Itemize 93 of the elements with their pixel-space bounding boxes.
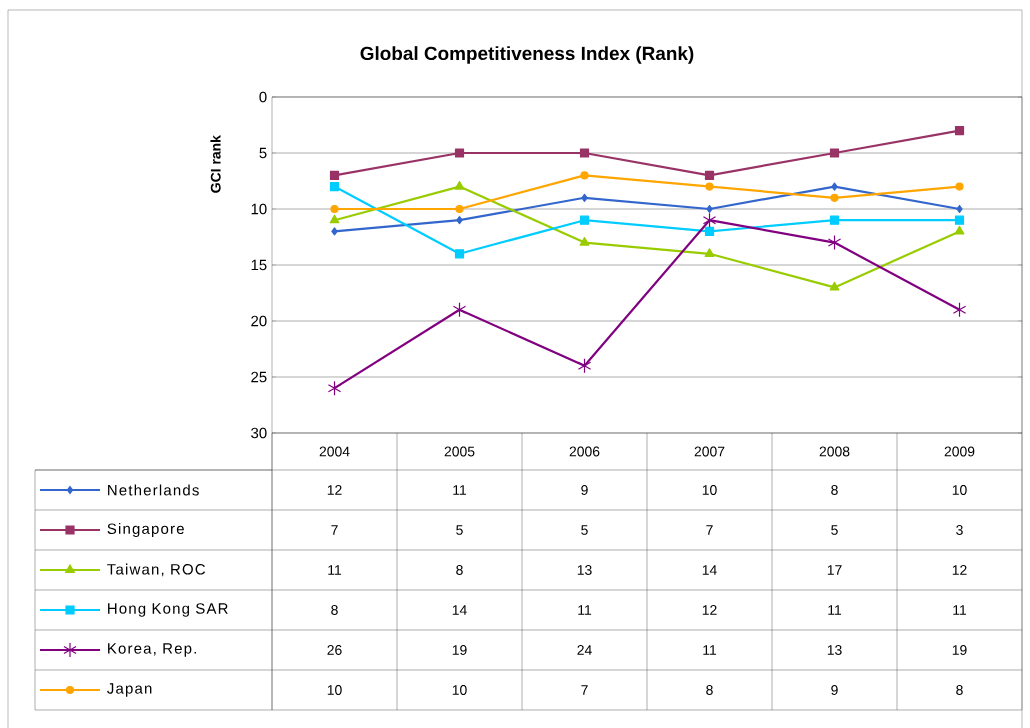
point xyxy=(702,212,717,228)
chart-title: Global Competitiveness Index (Rank) xyxy=(360,46,694,64)
x-tick-label: 2006 xyxy=(569,446,600,457)
point xyxy=(954,225,965,235)
x-tick-label: 2007 xyxy=(694,446,725,457)
data-label: 10 xyxy=(952,484,967,495)
point xyxy=(704,226,715,236)
point xyxy=(956,204,963,213)
data-label: 10 xyxy=(702,484,717,495)
point xyxy=(329,214,340,224)
data-label: 8 xyxy=(456,564,463,575)
data-label: 8 xyxy=(706,684,713,695)
data-label: 26 xyxy=(327,644,342,655)
legend-label: Singapore xyxy=(107,522,184,537)
y-tick-label: 0 xyxy=(259,91,267,103)
legend-label: Netherlands xyxy=(108,484,199,496)
data-label: 9 xyxy=(831,684,838,695)
y-tick-label: 5 xyxy=(259,147,267,159)
data-label: 10 xyxy=(452,684,467,695)
point xyxy=(829,281,840,291)
y-axis-title: GCI rank xyxy=(210,135,221,193)
data-label: 10 xyxy=(327,684,342,695)
legend-label: Hong Kong SAR xyxy=(108,603,228,617)
point xyxy=(831,182,838,191)
point xyxy=(954,125,965,136)
data-label: 7 xyxy=(331,525,338,535)
data-label: 11 xyxy=(578,605,592,615)
data-label: 9 xyxy=(581,484,588,495)
data-label: 12 xyxy=(327,485,342,495)
x-tick-label: 2004 xyxy=(319,446,350,457)
point xyxy=(827,234,842,251)
point xyxy=(452,302,467,318)
y-tick-label: 15 xyxy=(251,259,267,271)
x-tick-label: 2009 xyxy=(944,446,975,457)
data-label: 11 xyxy=(453,485,467,495)
point xyxy=(704,170,715,180)
point xyxy=(706,204,713,213)
point xyxy=(579,215,590,225)
point xyxy=(327,380,342,396)
data-label: 19 xyxy=(452,644,467,655)
data-label: 13 xyxy=(577,564,592,575)
x-tick-label: 2005 xyxy=(444,446,475,457)
point xyxy=(454,249,465,259)
data-label: 13 xyxy=(827,644,842,655)
data-label: 11 xyxy=(828,605,842,615)
point xyxy=(705,182,714,191)
data-label: 5 xyxy=(456,525,463,535)
point xyxy=(579,148,590,158)
data-label: 8 xyxy=(956,684,963,695)
data-label: 12 xyxy=(702,605,717,615)
data-label: 24 xyxy=(577,645,592,655)
legend-label: Taiwan, ROC xyxy=(107,563,206,577)
data-label: 5 xyxy=(831,525,838,535)
data-label: 5 xyxy=(581,525,588,535)
point xyxy=(581,193,588,202)
data-label: 8 xyxy=(331,604,338,615)
point xyxy=(829,148,840,158)
y-tick-label: 10 xyxy=(251,203,267,215)
y-tick-label: 20 xyxy=(251,315,267,327)
data-label: 3 xyxy=(956,524,963,535)
point xyxy=(955,182,964,191)
data-label: 19 xyxy=(952,644,967,655)
point xyxy=(455,204,464,213)
data-label: 11 xyxy=(328,565,342,575)
data-label: 11 xyxy=(953,605,967,615)
legend-label: Korea, Rep. xyxy=(108,643,196,657)
point xyxy=(454,180,465,190)
data-label: 14 xyxy=(452,605,467,615)
point xyxy=(329,170,340,180)
point xyxy=(829,215,840,225)
data-label: 17 xyxy=(827,565,842,575)
data-label: 7 xyxy=(706,525,713,535)
data-label: 14 xyxy=(702,565,717,575)
point xyxy=(577,358,592,374)
point xyxy=(331,227,338,236)
point xyxy=(330,204,339,213)
point xyxy=(704,248,715,257)
point xyxy=(456,216,463,225)
point xyxy=(830,193,839,202)
y-tick-label: 25 xyxy=(251,371,267,383)
point xyxy=(580,171,589,180)
legend-label: Japan xyxy=(107,683,152,697)
point xyxy=(579,236,590,246)
x-tick-label: 2008 xyxy=(819,446,850,457)
point xyxy=(954,215,965,225)
data-label: 8 xyxy=(831,484,838,495)
data-label: 12 xyxy=(952,565,967,575)
y-tick-label: 30 xyxy=(251,427,267,439)
data-label: 11 xyxy=(703,645,717,655)
point xyxy=(329,181,340,192)
data-label: 7 xyxy=(581,685,588,695)
point xyxy=(454,148,465,158)
point xyxy=(952,302,967,318)
